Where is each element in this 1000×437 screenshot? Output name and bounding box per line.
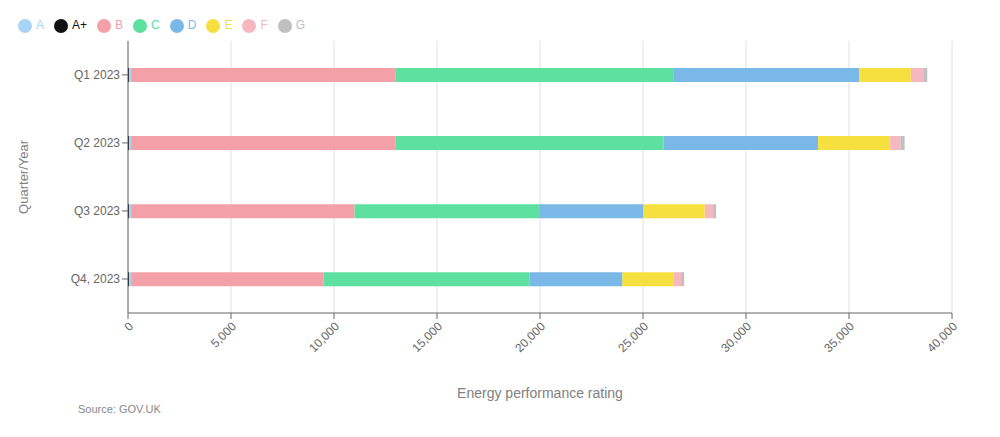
svg-text:40,000: 40,000 <box>924 319 960 355</box>
html-text:A: A <box>36 18 44 32</box>
svg-text:20,000: 20,000 <box>512 319 548 355</box>
html-text:B: B <box>115 18 123 32</box>
svg-text:35,000: 35,000 <box>821 319 857 355</box>
svg-text:Quarter/Year: Quarter/Year <box>16 139 31 214</box>
svg-text:Q2 2023: Q2 2023 <box>74 136 120 150</box>
svg-text:15,000: 15,000 <box>409 319 445 355</box>
html-text:E: E <box>224 18 233 32</box>
svg-text:Energy performance rating: Energy performance rating <box>457 385 623 401</box>
html-text:A+: A+ <box>72 18 87 32</box>
svg-text:5,000: 5,000 <box>208 319 239 350</box>
svg-text:Q3 2023: Q3 2023 <box>74 204 120 218</box>
svg-text:Q4, 2023: Q4, 2023 <box>71 272 121 286</box>
html-text:G: G <box>295 18 306 32</box>
svg-text:Q1 2023: Q1 2023 <box>74 68 120 82</box>
html-text:C: C <box>151 18 160 32</box>
svg-text:25,000: 25,000 <box>615 319 651 355</box>
svg-text:10,000: 10,000 <box>306 319 342 355</box>
html-text:Source: GOV.UK: Source: GOV.UK <box>78 403 161 415</box>
svg-text:30,000: 30,000 <box>718 319 754 355</box>
html-text:F: F <box>260 18 268 32</box>
svg-text:0: 0 <box>122 319 137 334</box>
html-text:D: D <box>187 18 197 32</box>
